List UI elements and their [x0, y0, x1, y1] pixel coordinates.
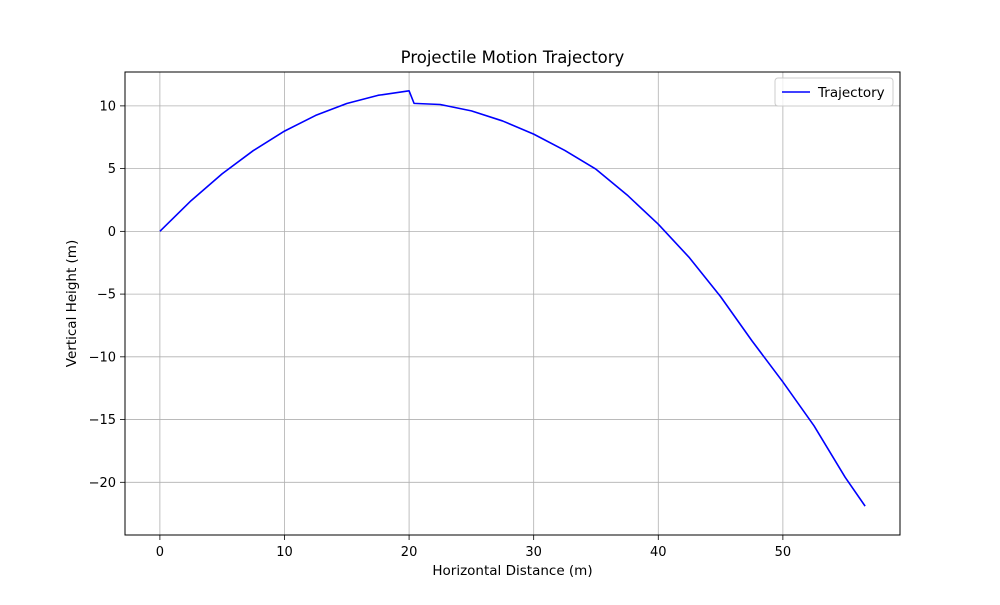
x-tick-label: 0 — [156, 545, 164, 560]
y-axis-label: Vertical Height (m) — [64, 240, 80, 367]
y-tick-label: −20 — [89, 476, 116, 491]
x-tick-label: 40 — [650, 545, 667, 560]
trajectory-line — [159, 90, 866, 507]
x-tick-label: 30 — [525, 545, 542, 560]
y-tick-label: −10 — [89, 350, 116, 365]
y-tick-label: −15 — [89, 413, 116, 428]
legend-box — [774, 77, 894, 107]
x-tick-label: 20 — [401, 545, 418, 560]
x-tick-label: 10 — [276, 545, 293, 560]
x-tick-label: 50 — [775, 545, 792, 560]
grid — [125, 72, 900, 535]
chart-title: Projectile Motion Trajectory — [401, 48, 625, 67]
y-tick-label: 10 — [99, 99, 116, 114]
legend-label: Trajectory — [817, 85, 885, 101]
ticks: 0 10 20 30 40 50 −20 −15 −10 −5 0 5 10 — [89, 99, 792, 560]
y-tick-label: 0 — [108, 225, 116, 240]
series-layer — [159, 90, 866, 507]
y-tick-label: −5 — [97, 288, 116, 303]
legend: Trajectory — [774, 77, 894, 107]
y-tick-label: 5 — [108, 162, 116, 177]
x-axis-label: Horizontal Distance (m) — [432, 563, 592, 579]
plot-frame — [124, 71, 901, 536]
